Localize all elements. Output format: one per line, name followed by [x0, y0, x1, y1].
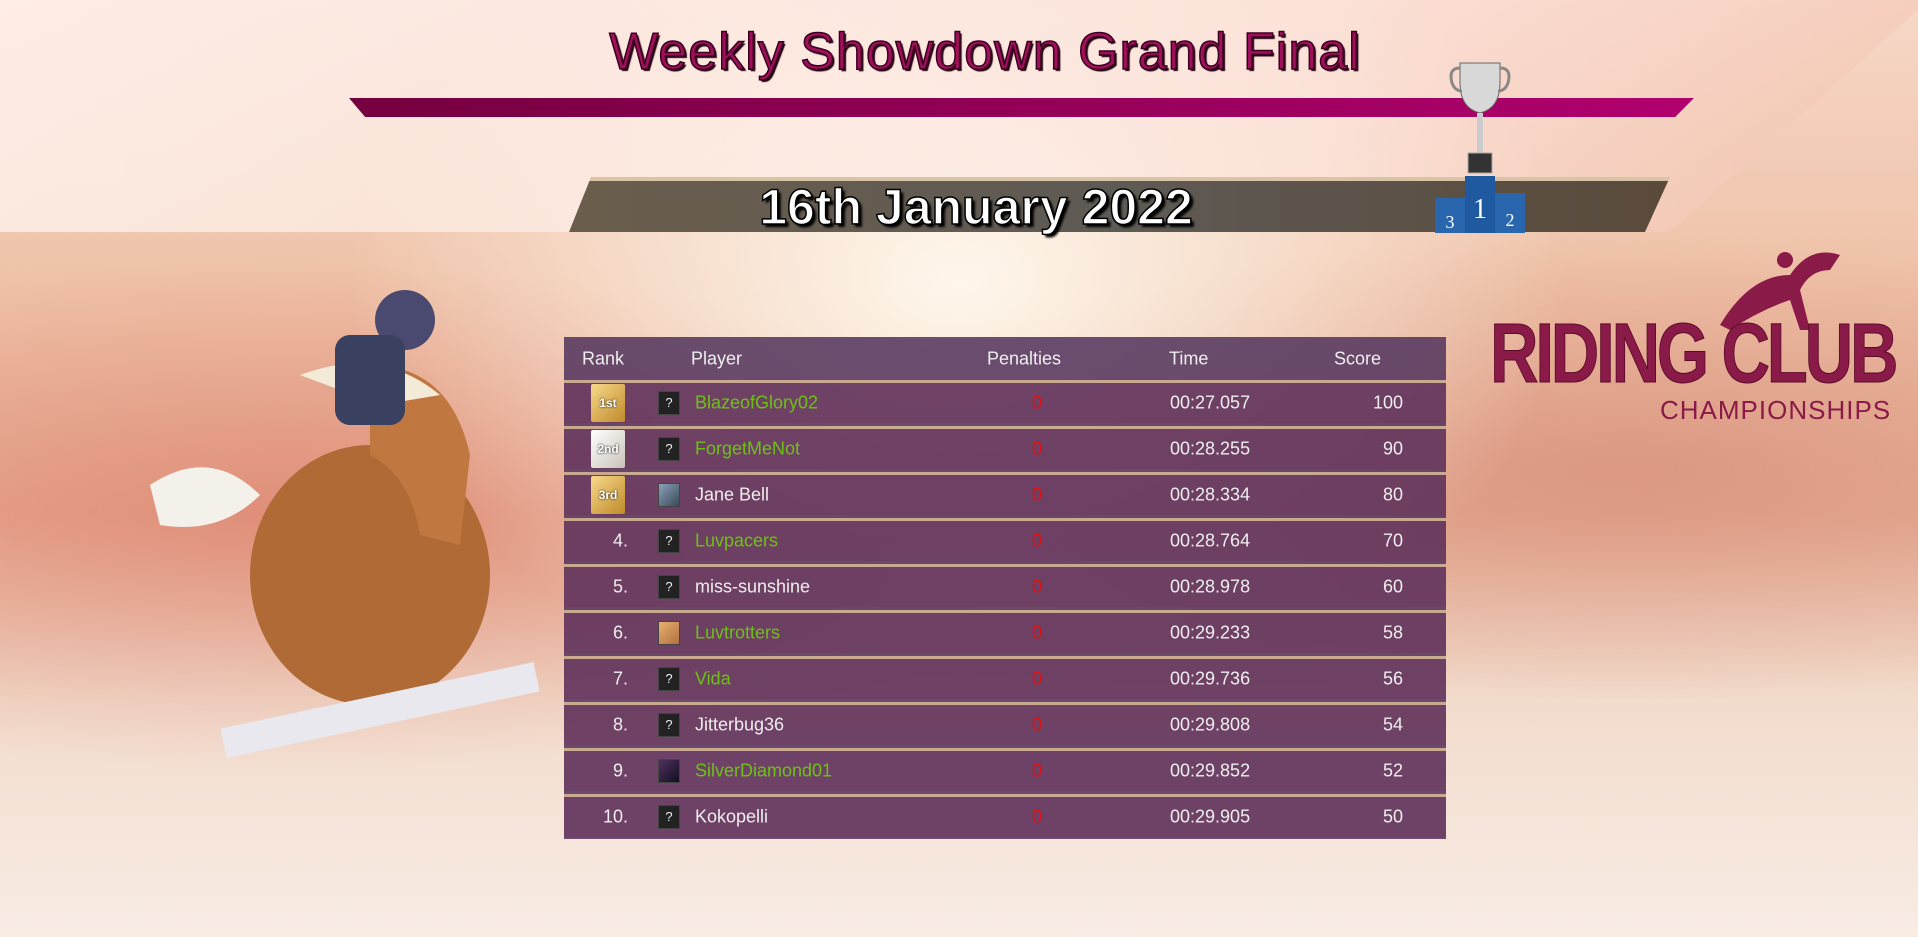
penalties: 0: [1032, 576, 1043, 597]
event-date: 16th January 2022: [758, 178, 1193, 236]
time: 00:29.852: [1170, 760, 1251, 781]
col-penalties: Penalties: [987, 348, 1062, 368]
rank: 10.: [602, 806, 628, 827]
logo-subtitle: CHAMPIONSHIPS: [1660, 395, 1892, 425]
penalties: 0: [1032, 806, 1043, 827]
score: 58: [1382, 622, 1403, 643]
podium-label-3: 3: [1446, 212, 1455, 232]
penalties: 0: [1032, 668, 1043, 689]
player-name[interactable]: miss-sunshine: [695, 576, 811, 597]
time: 00:29.808: [1170, 714, 1251, 735]
table-row: 9. SilverDiamond01 0 00:29.852 52: [564, 748, 1446, 791]
table-row: 4.? Luvpacers 0 00:28.764 70: [564, 518, 1446, 561]
unknown-avatar-icon[interactable]: ?: [658, 437, 680, 461]
score: 60: [1382, 576, 1403, 597]
rank: 9.: [612, 760, 628, 781]
table-header: Rank Player Penalties Time Score: [564, 337, 1446, 380]
unknown-avatar-icon[interactable]: ?: [658, 529, 680, 553]
player-name[interactable]: Jitterbug36: [695, 714, 785, 735]
col-player: Player: [691, 348, 743, 368]
time: 00:29.233: [1170, 622, 1251, 643]
penalties: 0: [1032, 530, 1043, 551]
player-name[interactable]: Jane Bell: [695, 484, 770, 505]
riding-club-logo: RIDING CLUB CHAMPIONSHIPS: [1490, 245, 1899, 425]
score: 56: [1382, 668, 1403, 689]
rank: 5.: [612, 576, 628, 597]
table-row: 7.? Vida 0 00:29.736 56: [564, 656, 1446, 699]
time: 00:29.736: [1170, 668, 1251, 689]
time: 00:28.764: [1170, 530, 1251, 551]
page-title: Weekly Showdown Grand Final: [609, 22, 1361, 82]
table-row: 5.? miss-sunshine 0 00:28.978 60: [564, 564, 1446, 607]
leaderboard-table: Rank Player Penalties Time Score 1st? Bla…: [564, 337, 1446, 839]
score: 54: [1382, 714, 1403, 735]
player-avatar[interactable]: [658, 759, 680, 783]
player-avatar[interactable]: [658, 483, 680, 507]
trophy-podium-icon: 1 3 2: [1435, 62, 1525, 233]
unknown-avatar-icon[interactable]: ?: [658, 575, 680, 599]
rank: 7.: [612, 668, 628, 689]
unknown-avatar-icon[interactable]: ?: [658, 667, 680, 691]
time: 00:28.255: [1170, 438, 1251, 459]
col-time: Time: [1169, 348, 1209, 368]
title-underline-bar: [349, 98, 1694, 117]
unknown-avatar-icon[interactable]: ?: [658, 713, 680, 737]
score: 52: [1382, 760, 1403, 781]
penalties: 0: [1032, 622, 1043, 643]
player-name[interactable]: Kokopelli: [695, 806, 769, 827]
penalties: 0: [1032, 760, 1043, 781]
score: 100: [1372, 392, 1403, 413]
unknown-avatar-icon[interactable]: ?: [658, 391, 680, 415]
penalties: 0: [1032, 392, 1043, 413]
score: 70: [1382, 530, 1403, 551]
rank-medal-icon: 1st: [591, 384, 625, 422]
player-name[interactable]: Luvtrotters: [695, 622, 781, 643]
rank: 8.: [612, 714, 628, 735]
player-name[interactable]: ForgetMeNot: [695, 438, 801, 459]
col-score: Score: [1334, 348, 1382, 368]
player-name[interactable]: BlazeofGlory02: [695, 392, 819, 413]
time: 00:28.978: [1170, 576, 1251, 597]
player-avatar[interactable]: [658, 621, 680, 645]
unknown-avatar-icon[interactable]: ?: [658, 805, 680, 829]
podium-label-1: 1: [1473, 194, 1487, 225]
table-row: 10.? Kokopelli 0 00:29.905 50: [564, 794, 1446, 837]
time: 00:29.905: [1170, 806, 1251, 827]
rank: 4.: [612, 530, 628, 551]
logo-title: RIDING CLUB: [1490, 306, 1899, 401]
penalties: 0: [1032, 484, 1043, 505]
score: 90: [1382, 438, 1403, 459]
score: 50: [1382, 806, 1403, 827]
podium-label-2: 2: [1506, 210, 1515, 230]
rank-medal-icon: 2nd: [591, 430, 625, 468]
table-row: 1st? BlazeofGlory02 0 00:27.057 100: [564, 380, 1446, 423]
player-name[interactable]: SilverDiamond01: [695, 760, 833, 781]
time: 00:28.334: [1170, 484, 1251, 505]
col-rank: Rank: [582, 348, 625, 368]
penalties: 0: [1032, 438, 1043, 459]
player-name[interactable]: Vida: [695, 668, 731, 689]
table-row: 8.? Jitterbug36 0 00:29.808 54: [564, 702, 1446, 745]
penalties: 0: [1032, 714, 1043, 735]
table-row: 2nd? ForgetMeNot 0 00:28.255 90: [564, 426, 1446, 469]
table-row: 6. Luvtrotters 0 00:29.233 58: [564, 610, 1446, 653]
time: 00:27.057: [1170, 392, 1251, 413]
rank-medal-icon: 3rd: [591, 476, 625, 514]
table-row: 3rd Jane Bell 0 00:28.334 80: [564, 472, 1446, 515]
score: 80: [1382, 484, 1403, 505]
jumping-horse-logo-icon: [1720, 252, 1840, 330]
horse-rider-illustration: [150, 290, 540, 758]
player-name[interactable]: Luvpacers: [695, 530, 779, 551]
rank: 6.: [612, 622, 628, 643]
